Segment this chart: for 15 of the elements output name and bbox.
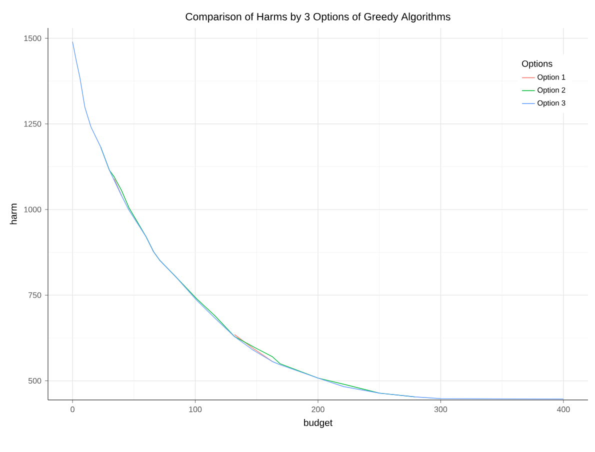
y-tick-label: 500 — [28, 378, 42, 384]
x-axis-title: budget — [304, 419, 332, 428]
y-tick-label: 1250 — [24, 121, 42, 127]
x-tick-label: 300 — [434, 406, 448, 412]
y-tick-label: 750 — [28, 292, 42, 298]
y-tick-label: 1000 — [24, 206, 42, 212]
y-axis-title: harm — [10, 204, 17, 224]
x-tick-label: 0 — [70, 406, 74, 412]
x-tick-label: 200 — [312, 406, 324, 412]
x-tick-label: 400 — [556, 406, 570, 412]
legend-title: Options — [522, 60, 552, 69]
y-tick-label: 1500 — [24, 35, 42, 42]
x-tick-label: 100 — [189, 406, 202, 412]
line-series — [72, 41, 564, 400]
chart-title: Comparison of Harms by 3 Options of Greedy Algorithms — [186, 12, 450, 22]
